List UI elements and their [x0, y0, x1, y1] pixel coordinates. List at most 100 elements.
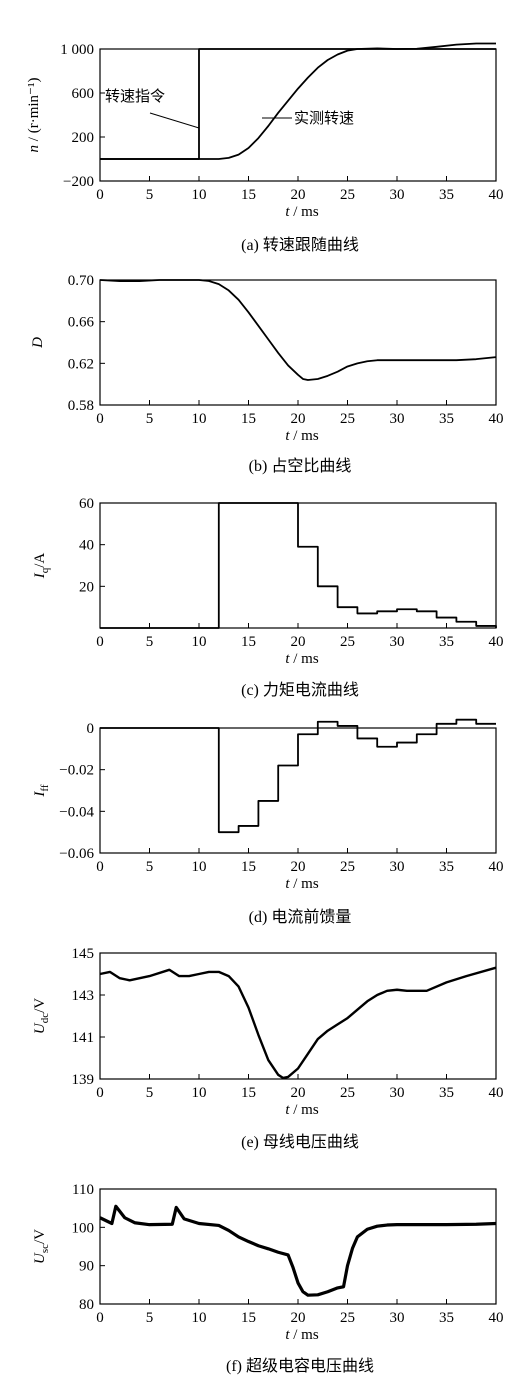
x-tick-label: 0 — [96, 187, 104, 203]
x-tick-label: 25 — [340, 411, 355, 427]
y-tick-label: 110 — [72, 1182, 94, 1198]
x-tick-label: 35 — [439, 187, 454, 203]
series-line-1 — [100, 502, 497, 629]
x-tick-label: 40 — [489, 1085, 504, 1101]
series-line-1 — [100, 718, 496, 834]
y-tick-label: 143 — [72, 988, 95, 1004]
y-tick-label: 600 — [72, 86, 95, 102]
x-tick-label: 40 — [489, 859, 504, 875]
y-tick-label: 100 — [72, 1220, 95, 1236]
chart-panel-a: 0 5 10 15 20 25 30 35 40 −200 200 600 1 000 t / ms n /… — [26, 42, 504, 254]
x-tick-label: 35 — [439, 859, 454, 875]
plot-frame — [99, 1188, 497, 1305]
chart-panel-c: 0 5 10 15 20 25 30 35 40 20 40 60 t / ms Iq/A (c) 力矩电流… — [32, 496, 504, 699]
y-tick-label: 145 — [72, 946, 95, 962]
panel-caption: (e) 母线电压曲线 — [241, 1133, 359, 1151]
chart-panel-f: 0 5 10 15 20 25 30 35 40 80 90 100 110 t / ms Usc/V (f)… — [32, 1182, 504, 1375]
y-tick-label: 0.58 — [68, 398, 94, 414]
x-tick-label: 5 — [146, 859, 154, 875]
x-tick-label: 15 — [241, 634, 256, 650]
y-axis-label: Iq/A — [32, 553, 51, 580]
annotation-speed-command: 转速指令 — [105, 88, 165, 105]
x-tick-label: 0 — [96, 1085, 104, 1101]
x-tick-label: 0 — [96, 1310, 104, 1326]
x-tick-label: 15 — [241, 411, 256, 427]
x-tick-label: 35 — [439, 1085, 454, 1101]
series-line-1 — [99, 966, 497, 1080]
x-tick-label: 20 — [291, 1085, 306, 1101]
y-tick-label: 80 — [79, 1297, 94, 1313]
x-tick-label: 25 — [340, 1085, 355, 1101]
x-tick-label: 25 — [340, 1310, 355, 1326]
y-tick-label: 90 — [79, 1259, 94, 1275]
x-tick-label: 25 — [340, 859, 355, 875]
x-axis-label: t / ms — [285, 876, 319, 892]
series-line-1 — [99, 1204, 497, 1297]
y-tick-label: 40 — [79, 538, 94, 554]
x-tick-label: 20 — [291, 859, 306, 875]
y-tick-label: 0.70 — [68, 273, 94, 289]
series-line-1 — [99, 279, 497, 381]
y-tick-label: 139 — [72, 1072, 95, 1088]
x-axis-label: t / ms — [285, 204, 319, 220]
y-tick-label: 0 — [87, 721, 95, 737]
y-tick-label: −0.04 — [59, 804, 94, 820]
series-line-2 — [100, 42, 496, 160]
x-tick-label: 0 — [96, 859, 104, 875]
x-tick-label: 40 — [489, 411, 504, 427]
x-tick-label: 15 — [241, 187, 256, 203]
x-tick-label: 20 — [291, 634, 306, 650]
y-tick-label: 141 — [72, 1030, 95, 1046]
panel-caption: (a) 转速跟随曲线 — [241, 236, 359, 254]
y-tick-label: 200 — [72, 130, 95, 146]
x-tick-label: 25 — [340, 187, 355, 203]
x-tick-label: 15 — [241, 859, 256, 875]
chart-panel-e: 0 5 10 15 20 25 30 35 40 139 141 143 145 t / ms Udc/V (… — [32, 946, 504, 1151]
x-axis-label: t / ms — [285, 428, 319, 444]
x-tick-label: 40 — [489, 187, 504, 203]
panel-caption: (f) 超级电容电压曲线 — [226, 1357, 374, 1375]
x-axis-label: t / ms — [285, 1102, 319, 1118]
x-tick-label: 10 — [192, 634, 207, 650]
x-tick-label: 10 — [192, 1085, 207, 1101]
x-tick-label: 35 — [439, 1310, 454, 1326]
x-tick-label: 5 — [146, 1085, 154, 1101]
annotation-measured-speed: 实测转速 — [294, 110, 354, 127]
y-tick-label: 60 — [79, 496, 94, 512]
x-tick-label: 30 — [390, 1085, 405, 1101]
x-tick-label: 40 — [489, 634, 504, 650]
x-tick-label: 15 — [241, 1085, 256, 1101]
chart-panel-d: 0 5 10 15 20 25 30 35 40 −0.06 −0.04 −0.02 0 t / ms If… — [32, 718, 504, 926]
x-tick-label: 10 — [192, 187, 207, 203]
x-tick-label: 40 — [489, 1310, 504, 1326]
x-axis-label: t / ms — [285, 651, 319, 667]
x-tick-label: 0 — [96, 411, 104, 427]
x-tick-label: 20 — [291, 187, 306, 203]
y-axis-label: D — [30, 337, 46, 349]
panel-caption: (d) 电流前馈量 — [249, 908, 352, 926]
x-tick-label: 10 — [192, 411, 207, 427]
y-axis-label: Usc/V — [32, 1229, 51, 1264]
x-tick-label: 20 — [291, 411, 306, 427]
annotation-leader — [149, 112, 200, 129]
panel-caption: (c) 力矩电流曲线 — [241, 681, 359, 699]
y-tick-label: 1 000 — [60, 42, 94, 58]
y-axis-label: Iff — [32, 784, 51, 797]
y-tick-label: −200 — [63, 174, 94, 190]
x-tick-label: 5 — [146, 634, 154, 650]
x-tick-label: 25 — [340, 634, 355, 650]
x-tick-label: 0 — [96, 634, 104, 650]
x-tick-label: 5 — [146, 187, 154, 203]
x-tick-label: 35 — [439, 634, 454, 650]
chart-panel-b: 0 5 10 15 20 25 30 35 40 0.58 0.62 0.66 0.70 t / ms D (… — [30, 273, 504, 475]
x-tick-label: 30 — [390, 187, 405, 203]
y-axis-label: Udc/V — [32, 998, 51, 1034]
y-tick-label: 20 — [79, 579, 94, 595]
y-axis-label: n / (r·min⁻¹) — [26, 78, 42, 153]
x-tick-label: 30 — [390, 859, 405, 875]
plot-frame — [99, 279, 497, 406]
x-axis-label: t / ms — [285, 1327, 319, 1343]
panel-caption: (b) 占空比曲线 — [249, 457, 352, 475]
x-tick-label: 30 — [390, 1310, 405, 1326]
